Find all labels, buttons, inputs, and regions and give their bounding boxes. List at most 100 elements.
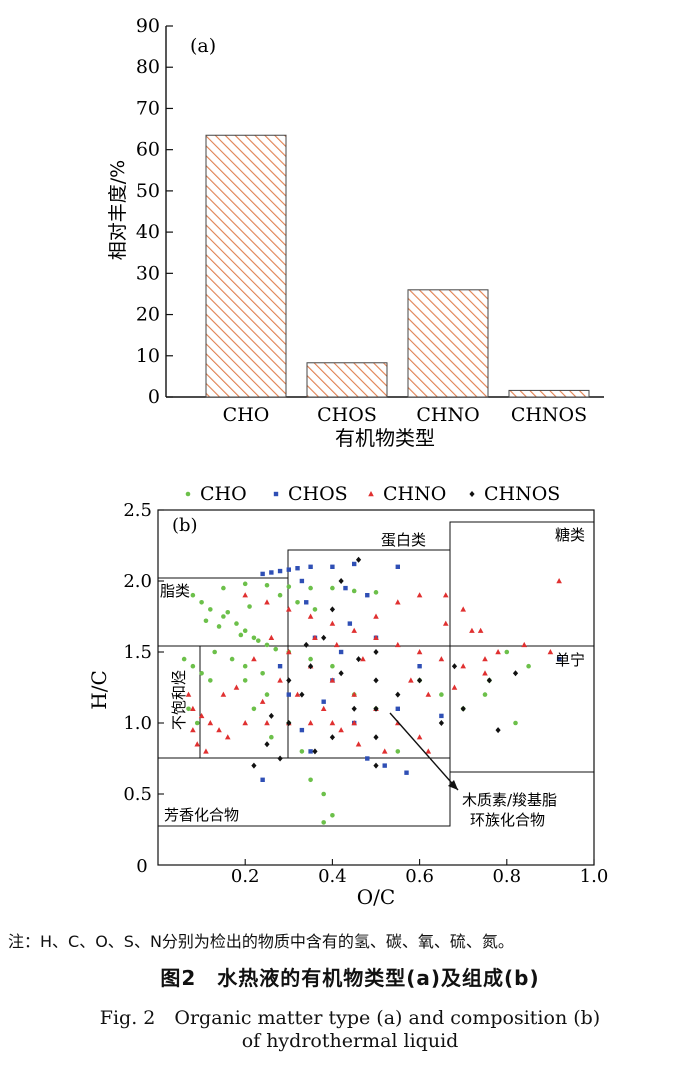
point-chos — [304, 600, 309, 605]
point-chno — [416, 649, 423, 655]
point-chno — [224, 734, 231, 740]
region-box — [287, 549, 451, 759]
point-chno — [268, 634, 275, 640]
bar-chos — [306, 362, 388, 398]
point-chos — [260, 571, 265, 577]
series-chno — [185, 578, 562, 754]
point-cho — [312, 607, 318, 612]
point-chno — [351, 627, 357, 633]
x-tick-label-b: 1.0 — [580, 866, 609, 887]
y-tick-label-a: 70 — [136, 97, 160, 119]
point-chos — [343, 585, 348, 591]
point-chno — [451, 684, 458, 690]
point-cho — [251, 635, 257, 641]
point-cho — [308, 656, 313, 662]
point-chno — [416, 592, 423, 598]
series-cho — [181, 581, 531, 825]
point-chnos — [351, 705, 357, 712]
point-cho — [308, 585, 313, 591]
point-chno — [460, 606, 466, 612]
point-chno — [460, 663, 466, 669]
figure-caption-en-line1: Fig. 2 Organic matter type (a) and compo… — [99, 1007, 601, 1029]
point-cho — [308, 777, 313, 783]
point-cho — [186, 706, 191, 712]
point-chno — [251, 656, 257, 662]
x-tick-label-b: 0.8 — [492, 866, 521, 887]
y-axis-title-b: H/C — [87, 670, 111, 709]
point-chno — [351, 691, 357, 697]
region-label-aromatic: 芳香化合物 — [164, 806, 239, 824]
point-chnos — [264, 741, 270, 748]
point-cho — [264, 642, 270, 648]
point-chnos — [277, 755, 283, 762]
y-axis-title-a: 相对丰度/% — [107, 160, 129, 260]
bar-chart-panel-a: 0 10 20 30 40 50 60 70 80 90 CHO CHOS CHNO CHNOS (a)… — [107, 15, 604, 450]
point-chno — [264, 720, 270, 726]
point-cho — [264, 692, 270, 697]
bar-cho — [205, 134, 287, 398]
point-chno — [360, 656, 366, 662]
point-chnos — [373, 649, 379, 655]
point-chos — [308, 564, 313, 569]
scatter-chart-panel-b: 0.2 0.4 0.6 0.8 1.0 0.5 1.0 1.5 2.0 2.5 蛋白类 糖类 脂类… — [87, 500, 608, 909]
point-chno — [259, 698, 266, 704]
point-chnos — [321, 634, 327, 641]
point-cho — [395, 749, 401, 754]
point-chnos — [268, 712, 274, 719]
y-tick-label-a: 40 — [136, 221, 160, 243]
point-chno — [373, 634, 379, 640]
point-chos — [299, 578, 305, 584]
panel-label-a: (a) — [190, 35, 216, 57]
figure: 0 10 20 30 40 50 60 70 80 90 CHO CHOS CHNO CHNOS (a)… — [87, 15, 608, 909]
point-chno — [185, 691, 192, 697]
region-label-protein: 蛋白类 — [381, 531, 426, 549]
point-cho — [273, 646, 279, 652]
point-chos — [299, 727, 305, 733]
point-chos — [365, 593, 370, 598]
region-label-lignin: 木质素/羧基脂环族化合物 — [462, 791, 557, 829]
point-chnos — [308, 663, 314, 670]
point-chno — [194, 741, 201, 747]
point-chos — [308, 749, 313, 754]
point-chno — [395, 641, 401, 648]
point-chno — [190, 705, 196, 711]
y-tick-label-a: 60 — [136, 139, 160, 161]
point-chos — [404, 770, 409, 775]
point-chos — [395, 564, 400, 569]
point-cho — [199, 671, 204, 676]
point-cho — [212, 649, 217, 655]
y-tick-label-a: 80 — [136, 56, 160, 78]
point-cho — [504, 649, 510, 655]
point-chnos — [329, 606, 335, 613]
point-chno — [355, 741, 362, 747]
y-tick-label-b: 1.5 — [123, 642, 152, 663]
point-chno — [373, 613, 379, 619]
panel-label-b: (b) — [172, 515, 198, 536]
x-tick-label-a: CHNO — [416, 404, 479, 426]
region-label-tannin: 单宁 — [555, 651, 585, 669]
point-chno — [312, 634, 318, 640]
point-chno — [425, 691, 432, 697]
point-chno — [190, 727, 196, 733]
point-cho — [190, 663, 196, 669]
y-tick-label-b: 1.0 — [123, 713, 152, 734]
point-cho — [330, 585, 335, 591]
point-cho — [260, 671, 265, 676]
point-chos — [352, 561, 357, 567]
point-cho — [242, 663, 248, 669]
point-chno — [425, 748, 432, 754]
point-chno — [233, 684, 240, 690]
annotation-arrowhead — [448, 780, 458, 790]
x-tick-label-b: 0.4 — [318, 866, 347, 887]
point-chno — [286, 649, 292, 655]
bar-chno — [407, 289, 489, 398]
point-chno — [242, 720, 248, 726]
point-chos — [395, 706, 400, 711]
point-cho — [208, 607, 213, 612]
point-chno — [416, 734, 423, 740]
point-chnos — [303, 641, 309, 648]
y-tick-label-b: 2.5 — [123, 500, 152, 521]
x-axis-title-a: 有机物类型 — [335, 426, 435, 450]
point-cho — [208, 678, 213, 683]
point-chnos — [329, 734, 335, 741]
